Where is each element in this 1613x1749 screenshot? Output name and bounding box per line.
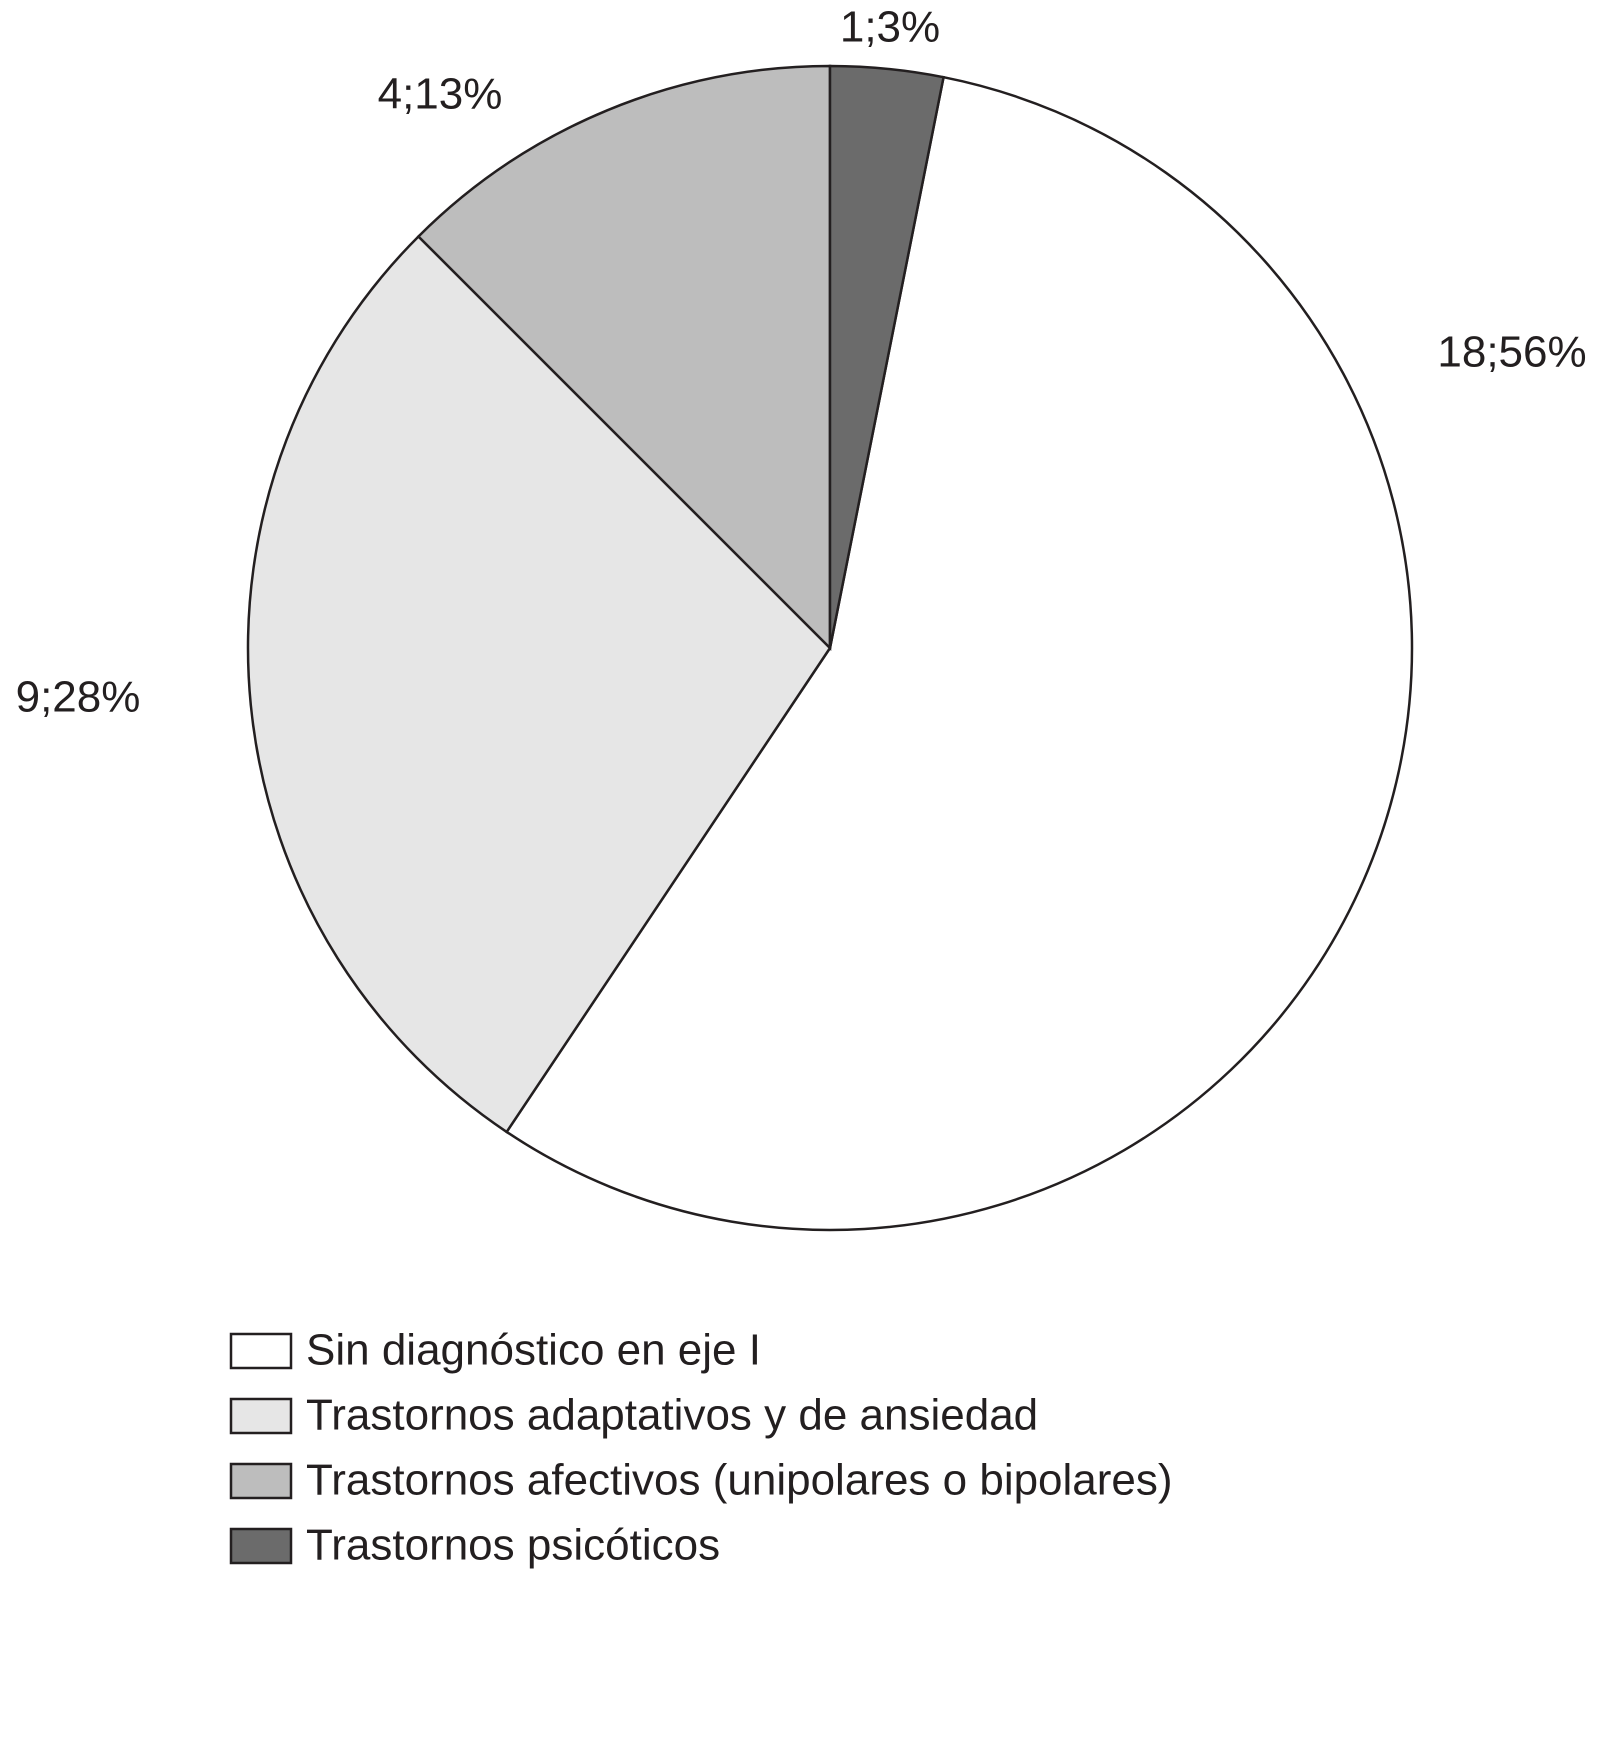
legend-label: Trastornos psicóticos: [306, 1521, 720, 1570]
data-label: 1;3%: [840, 3, 940, 52]
pie-slice: [246, 234, 832, 1134]
data-label: 18;56%: [1437, 328, 1586, 377]
legend-swatch: [229, 1527, 293, 1565]
legend-label: Sin diagnóstico en eje I: [306, 1326, 761, 1375]
legend-swatch: [229, 1332, 293, 1370]
legend-swatch: [229, 1397, 293, 1435]
legend-label: Trastornos afectivos (unipolares o bipol…: [306, 1456, 1173, 1505]
pie-slice: [416, 64, 832, 652]
legend-label: Trastornos adaptativos y de ansiedad: [306, 1391, 1038, 1440]
pie-slice: [828, 64, 946, 649]
legend-swatch: [229, 1462, 293, 1500]
data-label: 9;28%: [16, 673, 141, 722]
pie-slice: [504, 75, 1414, 1232]
data-label: 4;13%: [378, 70, 503, 119]
